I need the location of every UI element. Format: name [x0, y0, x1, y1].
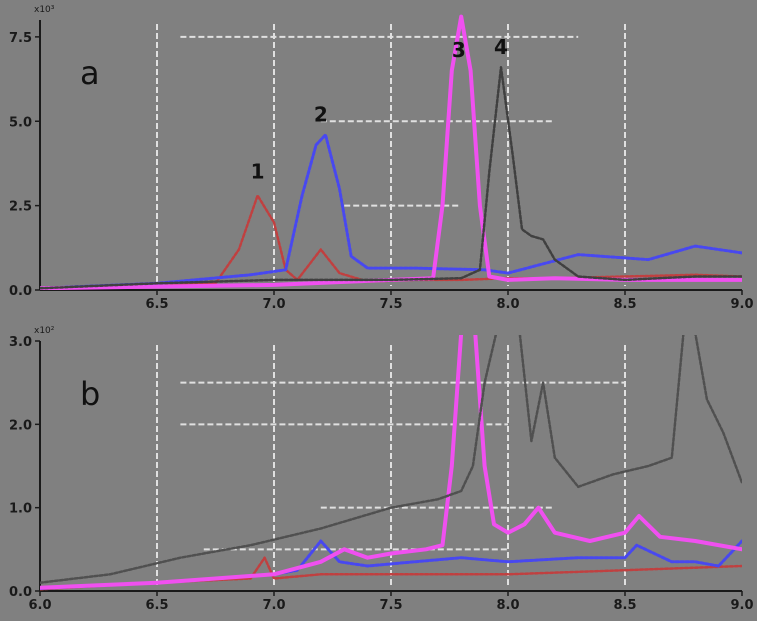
y-tick-label: 2.0	[9, 418, 32, 433]
x-tick-label: 8.5	[613, 297, 636, 312]
x-tick-label: 8.0	[496, 297, 519, 312]
panel-label: a	[80, 54, 100, 92]
y-tick-label: 1.0	[9, 502, 32, 517]
series-group-a	[40, 14, 742, 290]
y-tick-label: 2.5	[9, 200, 32, 215]
x-tick-label: 7.0	[262, 297, 285, 312]
peak-label: 1	[251, 160, 265, 184]
axis-multiplier: x10²	[34, 326, 55, 336]
y-tick-label: 0.0	[9, 284, 32, 299]
x-tick-label: 7.5	[379, 598, 402, 613]
series-line-2	[40, 133, 742, 290]
series-line-3	[40, 14, 742, 290]
gridlines-b	[156, 345, 626, 587]
series-line-4	[40, 66, 742, 290]
gridlines-a	[156, 24, 626, 286]
panel-a: 6.5 7.0 7.5 8.0 8.5 9.0 0.0 2.5 5.0 7.5 x10³ a 1 2 3 4	[9, 5, 754, 312]
peak-label: 4	[494, 35, 508, 59]
x-tick-label: 9.0	[730, 598, 753, 613]
y-tick-label: 3.0	[9, 335, 32, 350]
series-line-3	[40, 335, 742, 590]
axis-multiplier: x10³	[34, 5, 55, 15]
x-tick-label: 7.5	[379, 297, 402, 312]
x-tick-label: 6.0	[28, 598, 51, 613]
peak-label: 3	[452, 38, 466, 62]
panel-label: b	[80, 375, 100, 413]
y-tick-label: 7.5	[9, 31, 32, 46]
x-tick-label: 7.0	[262, 598, 285, 613]
peak-label: 2	[314, 102, 328, 126]
series-line-4	[40, 335, 742, 584]
x-tick-label: 6.5	[145, 297, 168, 312]
x-tick-label: 8.0	[496, 598, 519, 613]
x-tick-label: 8.5	[613, 598, 636, 613]
series-group-b	[40, 335, 742, 591]
y-tick-label: 5.0	[9, 115, 32, 130]
x-tick-label: 6.5	[145, 598, 168, 613]
y-tick-label: 0.0	[9, 585, 32, 600]
x-tick-label: 9.0	[730, 297, 753, 312]
